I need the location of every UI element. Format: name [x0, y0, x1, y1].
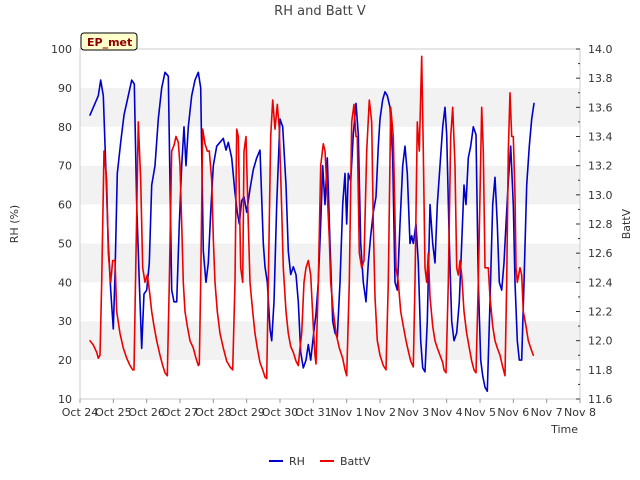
right-tick-label: 13.8 [588, 72, 613, 85]
series-layer [89, 55, 535, 393]
grid-band [80, 282, 580, 322]
x-tick-label: Nov 4 [431, 406, 463, 419]
x-tick-label: Oct 29 [228, 406, 265, 419]
left-tick-label: 20 [58, 354, 72, 367]
right-tick-label: 13.4 [588, 131, 613, 144]
legend-label-battv: BattV [340, 455, 371, 468]
station-badge: EP_met [80, 32, 138, 51]
series-line-rh [89, 71, 535, 393]
left-tick-label: 40 [58, 276, 72, 289]
series-line-battv [89, 55, 535, 380]
station-badge-box [80, 32, 138, 51]
left-tick-label: 70 [58, 160, 72, 173]
x-tick-label: Nov 6 [497, 406, 529, 419]
left-tick-label: 90 [58, 82, 72, 95]
legend: RH BattV [269, 455, 371, 468]
x-tick-label: Oct 31 [295, 406, 332, 419]
left-tick-label: 80 [58, 121, 72, 134]
x-tick-label: Oct 26 [128, 406, 165, 419]
left-tick-label: 10 [58, 393, 72, 406]
left-tick-label: 30 [58, 315, 72, 328]
grid-band [80, 49, 580, 88]
right-axis-title: BattV [620, 208, 633, 239]
x-tick-label: Oct 30 [262, 406, 299, 419]
right-tick-label: 11.6 [588, 393, 613, 406]
grid-band [80, 126, 580, 166]
right-axis: 11.6 11.8 12.0 12.2 12.4 12.6 12.8 13.0 13.2 13.4… [576, 43, 613, 406]
x-tick-label: Nov 2 [364, 406, 396, 419]
right-tick-label: 13.0 [588, 189, 613, 202]
legend-label-rh: RH [289, 455, 305, 468]
grid-band [80, 321, 580, 361]
right-tick-label: 12.6 [588, 247, 613, 260]
right-tick-label: 12.8 [588, 218, 613, 231]
right-tick-label: 12.2 [588, 306, 613, 319]
x-tick-label: Oct 25 [95, 406, 132, 419]
x-tick-label: Nov 8 [564, 406, 596, 419]
right-tick-label: 12.4 [588, 276, 613, 289]
x-tick-label: Nov 3 [397, 406, 429, 419]
legend-item-rh: RH [269, 455, 305, 468]
right-tick-label: 13.2 [588, 160, 613, 173]
right-tick-label: 13.6 [588, 101, 613, 114]
x-tick-label: Oct 27 [162, 406, 199, 419]
left-tick-label: 100 [51, 43, 72, 56]
x-tick-label: Nov 5 [464, 406, 496, 419]
left-axis: 10 20 30 40 50 60 70 80 90 100 [51, 43, 72, 406]
left-tick-label: 60 [58, 199, 72, 212]
chart-title: RH and Batt V [274, 4, 366, 19]
grid-band [80, 165, 580, 205]
left-axis-title: RH (%) [8, 205, 21, 243]
legend-item-battv: BattV [320, 455, 371, 468]
x-axis-title: Time [550, 423, 578, 436]
x-tick-label: Oct 24 [62, 406, 99, 419]
left-tick-label: 50 [58, 237, 72, 250]
right-tick-label: 11.8 [588, 364, 613, 377]
grid-band [80, 87, 580, 127]
x-tick-label: Oct 28 [195, 406, 232, 419]
station-badge-label: EP_met [87, 36, 132, 49]
right-tick-label: 12.0 [588, 335, 613, 348]
x-tick-label: Nov 7 [531, 406, 563, 419]
x-tick-label: Nov 1 [331, 406, 363, 419]
right-tick-label: 14.0 [588, 43, 613, 56]
